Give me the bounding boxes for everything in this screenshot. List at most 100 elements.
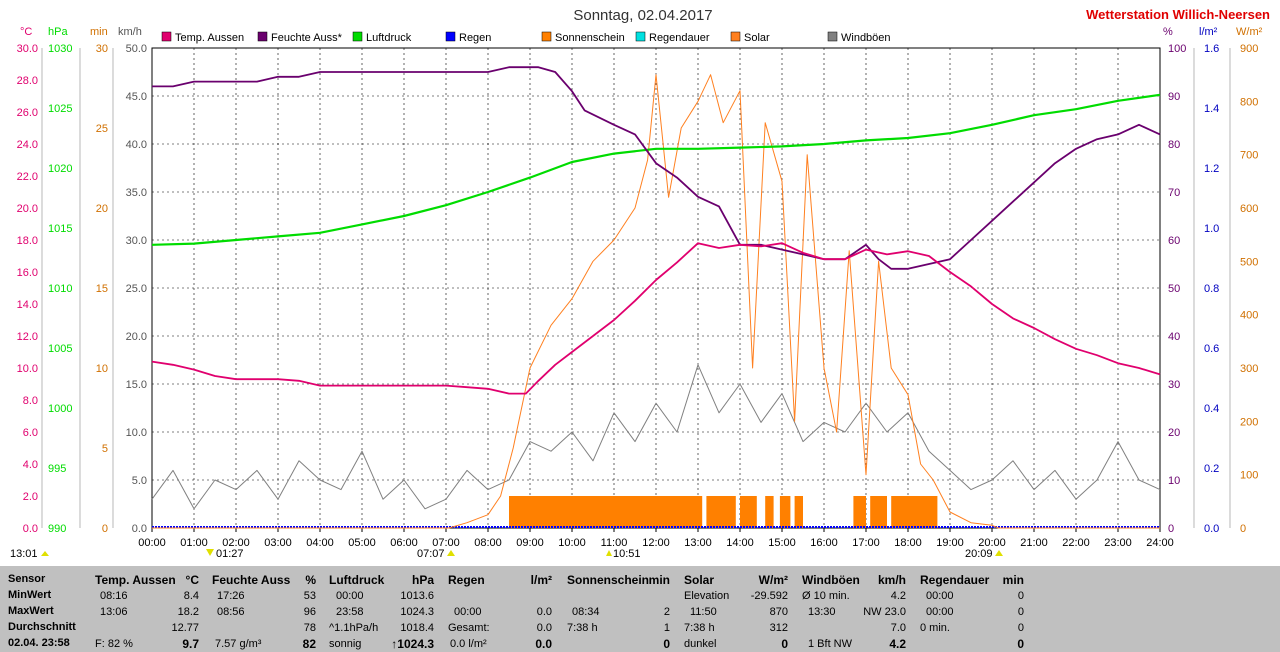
wind-max-time: 13:30 xyxy=(808,606,836,618)
minutes-unit-label: min xyxy=(90,26,108,38)
sunshine-bar xyxy=(740,496,757,528)
humidity-tick-label: 90 xyxy=(1168,91,1180,103)
legend-swatch xyxy=(541,31,552,42)
temp-tick-label: 16.0 xyxy=(17,267,38,279)
sunshine-bar xyxy=(779,496,791,528)
sunshine-bar xyxy=(706,496,736,528)
time-tick-label: 16:00 xyxy=(810,537,838,549)
rain-unit-label: l/m² xyxy=(1199,26,1218,38)
time-tick-label: 08:00 xyxy=(474,537,502,549)
legend-swatch xyxy=(352,31,363,42)
time-tick-label: 01:00 xyxy=(180,537,208,549)
wind-tick-label: 35.0 xyxy=(126,187,147,199)
humidity-tick-label: 70 xyxy=(1168,187,1180,199)
humidity-unit: % xyxy=(305,573,316,587)
humidity-tick-label: 50 xyxy=(1168,283,1180,295)
noon-icon xyxy=(606,550,612,556)
humidity-current-value: 82 xyxy=(302,637,316,651)
pressure-tick-label: 990 xyxy=(48,523,66,535)
temp-tick-label: 10.0 xyxy=(17,363,38,375)
rain-tick-label: 0.8 xyxy=(1204,283,1219,295)
min-time-marker: 01:27 xyxy=(216,548,244,560)
time-tick-label: 18:00 xyxy=(894,537,922,549)
rain-unit: l/m² xyxy=(530,573,552,587)
solar-current-value: 0 xyxy=(781,637,788,651)
temp-tick-label: 30.0 xyxy=(17,43,38,55)
time-tick-label: 19:00 xyxy=(936,537,964,549)
pressure-min-time: 00:00 xyxy=(336,590,364,602)
temp-tick-label: 14.0 xyxy=(17,299,38,311)
legend-label: Temp. Aussen xyxy=(175,32,244,44)
wind-average: 7.0 xyxy=(890,622,906,634)
sunset-icon xyxy=(995,550,1003,556)
wind-max-value: NW 23.0 xyxy=(863,606,906,618)
minutes-tick-label: 10 xyxy=(96,363,108,375)
weather-chart: Sonntag, 02.04.2017 Wetterstation Willich… xyxy=(10,7,1270,560)
temp-tick-label: 12.0 xyxy=(17,331,38,343)
legend-label: Solar xyxy=(744,32,770,44)
pressure-tick-label: 995 xyxy=(48,463,66,475)
time-tick-label: 20:00 xyxy=(978,537,1006,549)
time-tick-label: 09:00 xyxy=(516,537,544,549)
pressure-tick-label: 1025 xyxy=(48,103,72,115)
wind-unit: km/h xyxy=(877,573,906,587)
minutes-tick-label: 30 xyxy=(96,43,108,55)
wind-tick-label: 0.0 xyxy=(132,523,147,535)
humidity-tick-label: 10 xyxy=(1168,475,1180,487)
raindur-unit: min xyxy=(1002,573,1024,587)
sunshine-header: Sonnenschein xyxy=(567,573,650,587)
stats-pressure: Luftdruck hPa 00:00 1013.6 23:58 1024.3 … xyxy=(322,566,440,652)
minutes-tick-label: 5 xyxy=(102,443,108,455)
rain-total-label: Gesamt: xyxy=(448,622,490,634)
time-tick-label: 12:00 xyxy=(642,537,670,549)
humidity-tick-label: 60 xyxy=(1168,235,1180,247)
legend-label: Feuchte Auss* xyxy=(271,32,343,44)
humidity-tick-label: 100 xyxy=(1168,43,1186,55)
temp-tick-label: 28.0 xyxy=(17,75,38,87)
sunshine-duration: 7:38 h xyxy=(567,622,598,634)
temp-current-value: 9.7 xyxy=(182,637,199,651)
rain-tick-label: 1.2 xyxy=(1204,163,1219,175)
rain-max-value: 0.0 xyxy=(536,606,552,618)
temp-tick-label: 22.0 xyxy=(17,171,38,183)
rain-total-value: 0.0 xyxy=(536,622,552,634)
temp-tick-label: 6.0 xyxy=(23,427,38,439)
stats-temp: Temp. Aussen °C 08:16 8.4 13:06 18.2 12.… xyxy=(88,566,205,652)
humidity-tick-label: 40 xyxy=(1168,331,1180,343)
temp-tick-label: 18.0 xyxy=(17,235,38,247)
sunrise-icon xyxy=(447,550,455,556)
temp-min-value: 8.4 xyxy=(183,590,199,602)
raindur-min-time: 00:00 xyxy=(926,590,954,602)
raindur-max-time: 00:00 xyxy=(926,606,954,618)
raindur-total: 0 min. xyxy=(920,622,950,634)
sun-marker-icon xyxy=(41,551,49,556)
temp-tick-label: 20.0 xyxy=(17,203,38,215)
stats-solar: Solar W/m² Elevation -29.592 11:50 870 7… xyxy=(676,566,794,652)
legend-swatch xyxy=(161,31,172,42)
rain-max-time: 00:00 xyxy=(454,606,482,618)
wind-tick-label: 30.0 xyxy=(126,235,147,247)
temp-max-value: 18.2 xyxy=(177,606,199,618)
humidity-unit-label: % xyxy=(1163,26,1173,38)
legend-swatch xyxy=(635,31,646,42)
sunshine-bar xyxy=(870,496,887,528)
legend-label: Regendauer xyxy=(649,32,710,44)
raindur-max-value: 0 xyxy=(1017,606,1024,618)
pressure-unit: hPa xyxy=(411,573,434,587)
solar-average: 312 xyxy=(769,622,788,634)
noon-time: 10:51 xyxy=(613,548,641,560)
solar-tick-label: 900 xyxy=(1240,43,1258,55)
time-tick-label: 06:00 xyxy=(390,537,418,549)
rain-tick-label: 0.0 xyxy=(1204,523,1219,535)
sunshine-bar xyxy=(853,496,866,528)
raindur-current-value: 0 xyxy=(1017,637,1024,651)
wind-tick-label: 25.0 xyxy=(126,283,147,295)
rain-tick-label: 1.6 xyxy=(1204,43,1219,55)
solar-tick-label: 100 xyxy=(1240,470,1258,482)
pressure-tick-label: 1030 xyxy=(48,43,72,55)
solar-tick-label: 500 xyxy=(1240,256,1258,268)
rain-current-label: 0.0 l/m² xyxy=(450,638,487,650)
time-tick-label: 00:00 xyxy=(138,537,166,549)
minutes-tick-label: 25 xyxy=(96,123,108,135)
raindur-min-value: 0 xyxy=(1017,590,1024,602)
